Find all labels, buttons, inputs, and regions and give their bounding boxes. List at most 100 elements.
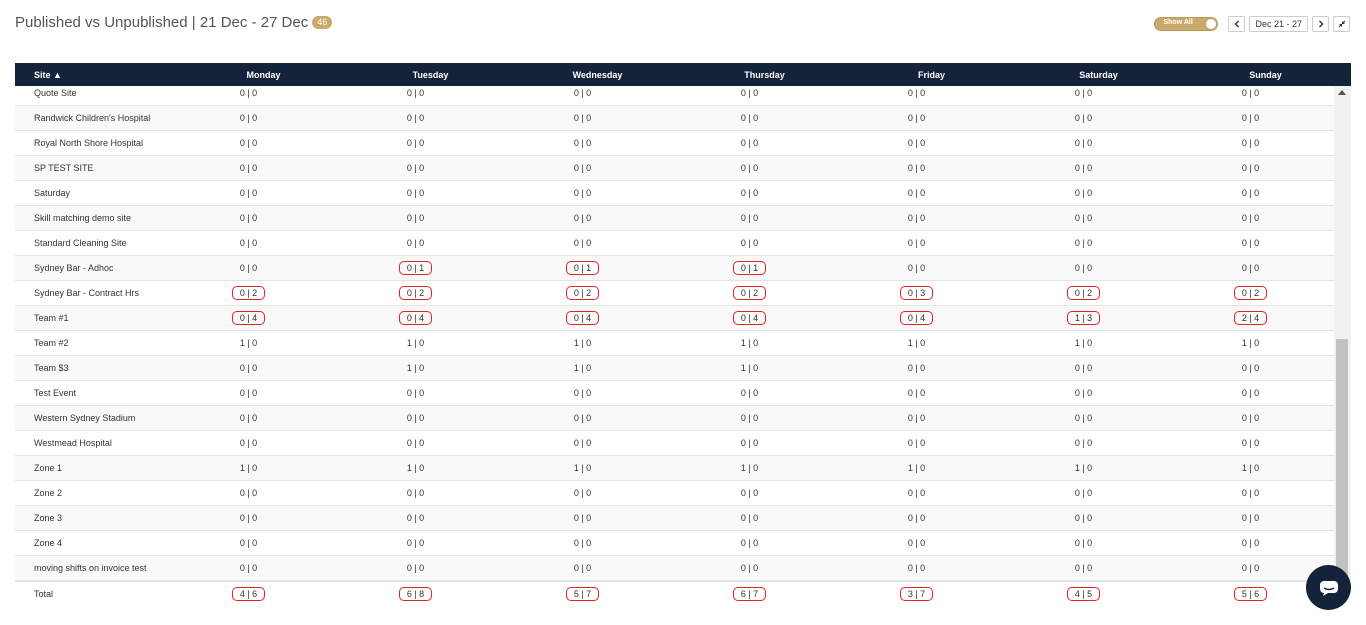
count-value: 0 | 0 [740, 88, 759, 98]
scroll-thumb[interactable] [1336, 339, 1348, 579]
site-name-cell: Randwick Children's Hospital [34, 113, 151, 123]
count-cell: 1 | 0 [666, 338, 833, 348]
total-count-badge[interactable]: 4 | 6 [231, 586, 266, 601]
unpublished-count-badge[interactable]: 0 | 3 [899, 286, 934, 300]
next-week-button[interactable] [1312, 16, 1329, 32]
unpublished-count-badge[interactable]: 0 | 4 [231, 311, 266, 325]
total-count-badge[interactable]: 5 | 7 [565, 586, 600, 601]
total-count-badge[interactable]: 3 | 7 [899, 586, 934, 601]
unpublished-count-badge[interactable]: 0 | 1 [398, 261, 433, 275]
collapse-button[interactable] [1333, 16, 1350, 32]
show-all-toggle[interactable]: Show All [1154, 17, 1219, 31]
count-value: 0 | 0 [573, 538, 592, 548]
count-cell: 0 | 0 [499, 163, 666, 173]
count-value: 0 | 0 [907, 563, 926, 573]
count-cell: 0 | 0 [666, 388, 833, 398]
unpublished-count-badge[interactable]: 0 | 2 [231, 286, 266, 300]
count-value: 1 | 0 [740, 463, 759, 473]
count-value: 0 | 0 [239, 138, 258, 148]
count-cell: 0 | 0 [332, 213, 499, 223]
total-count-badge[interactable]: 6 | 8 [398, 586, 433, 601]
table-row: Skill matching demo site 0 | 0 0 | 0 0 | 0 0… [15, 206, 1334, 231]
count-cell: 2 | 4 [1167, 311, 1334, 325]
prev-week-button[interactable] [1228, 16, 1246, 32]
site-name-cell: Team #1 [34, 313, 69, 323]
table-row: Team #2 1 | 0 1 | 0 1 | 0 1 | 0 1 | 0 1 | 0 1 |… [15, 331, 1334, 356]
count-value: 0 | 0 [239, 238, 258, 248]
count-cell: 0 | 2 [1000, 286, 1167, 300]
count-cell: 0 | 0 [332, 238, 499, 248]
count-value: 0 | 0 [740, 113, 759, 123]
count-cell: 0 | 0 [165, 363, 332, 373]
count-value: 0 | 0 [573, 513, 592, 523]
site-name-cell: Skill matching demo site [34, 213, 132, 223]
count-cell: 0 | 0 [165, 438, 332, 448]
count-value: 0 | 0 [1241, 563, 1260, 573]
unpublished-count-badge[interactable]: 0 | 4 [565, 311, 600, 325]
count-value: 0 | 0 [740, 413, 759, 423]
count-value: 0 | 0 [573, 138, 592, 148]
count-value: 0 | 0 [1241, 438, 1260, 448]
count-value: 0 | 0 [907, 238, 926, 248]
count-cell: 0 | 0 [1167, 538, 1334, 548]
total-label: Total [34, 588, 54, 599]
scroll-up-icon[interactable] [1338, 90, 1346, 95]
count-value: 0 | 0 [1241, 238, 1260, 248]
count-cell: 0 | 0 [499, 213, 666, 223]
count-cell: 0 | 0 [833, 138, 1000, 148]
unpublished-count-badge[interactable]: 2 | 4 [1233, 311, 1268, 325]
unpublished-count-badge[interactable]: 0 | 1 [565, 261, 600, 275]
count-cell: 0 | 0 [1000, 138, 1167, 148]
column-header-wednesday: Wednesday [572, 69, 623, 80]
count-value: 0 | 0 [740, 563, 759, 573]
chat-button[interactable] [1306, 565, 1351, 610]
count-value: 0 | 0 [1074, 513, 1093, 523]
site-name-cell: Zone 2 [34, 488, 63, 498]
count-value: 0 | 0 [1241, 488, 1260, 498]
date-range-button[interactable]: Dec 21 - 27 [1249, 16, 1308, 32]
count-cell: 0 | 0 [332, 563, 499, 573]
count-value: 0 | 0 [907, 138, 926, 148]
count-value: 0 | 0 [573, 188, 592, 198]
column-header-site[interactable]: Site ▲ [34, 69, 62, 80]
column-header-sunday: Sunday [1249, 69, 1282, 80]
count-cell: 0 | 0 [165, 488, 332, 498]
count-cell: 1 | 0 [165, 463, 332, 473]
unpublished-count-badge[interactable]: 0 | 2 [1066, 286, 1101, 300]
unpublished-count-badge[interactable]: 0 | 2 [1233, 286, 1268, 300]
count-cell: 0 | 0 [1000, 163, 1167, 173]
count-value: 1 | 0 [740, 338, 759, 348]
unpublished-count-badge[interactable]: 0 | 2 [565, 286, 600, 300]
table-row: Zone 4 0 | 0 0 | 0 0 | 0 0 | 0 0 | 0 0 | 0 0 | … [15, 531, 1334, 556]
count-value: 1 | 0 [573, 338, 592, 348]
count-cell: 0 | 0 [1167, 513, 1334, 523]
unpublished-count-badge[interactable]: 0 | 4 [398, 311, 433, 325]
unpublished-count-badge[interactable]: 0 | 1 [732, 261, 767, 275]
count-cell: 0 | 0 [1000, 388, 1167, 398]
count-cell: 0 | 0 [165, 563, 332, 573]
count-value: 1 | 0 [406, 338, 425, 348]
table-row: Westmead Hospital 0 | 0 0 | 0 0 | 0 0 | 0 0 |… [15, 431, 1334, 456]
total-count-badge[interactable]: 5 | 6 [1233, 586, 1268, 601]
unpublished-count-badge[interactable]: 0 | 4 [732, 311, 767, 325]
count-value: 0 | 0 [573, 438, 592, 448]
vertical-scrollbar[interactable] [1334, 86, 1351, 581]
total-count-badge[interactable]: 4 | 5 [1066, 586, 1101, 601]
count-value: 0 | 0 [1241, 88, 1260, 98]
count-cell: 0 | 0 [499, 563, 666, 573]
unpublished-count-badge[interactable]: 0 | 2 [398, 286, 433, 300]
count-value: 1 | 0 [573, 463, 592, 473]
count-value: 0 | 0 [1074, 413, 1093, 423]
total-count-badge[interactable]: 6 | 7 [732, 586, 767, 601]
unpublished-count-badge[interactable]: 1 | 3 [1066, 311, 1101, 325]
unpublished-count-badge[interactable]: 0 | 2 [732, 286, 767, 300]
count-cell: 0 | 0 [666, 213, 833, 223]
count-value: 0 | 0 [1074, 138, 1093, 148]
count-cell: 0 | 0 [666, 238, 833, 248]
count-cell: 0 | 0 [666, 438, 833, 448]
count-cell: 0 | 0 [165, 413, 332, 423]
count-value: 0 | 0 [1074, 263, 1093, 273]
count-value: 0 | 0 [1241, 263, 1260, 273]
unpublished-count-badge[interactable]: 0 | 4 [899, 311, 934, 325]
count-value: 0 | 0 [573, 213, 592, 223]
